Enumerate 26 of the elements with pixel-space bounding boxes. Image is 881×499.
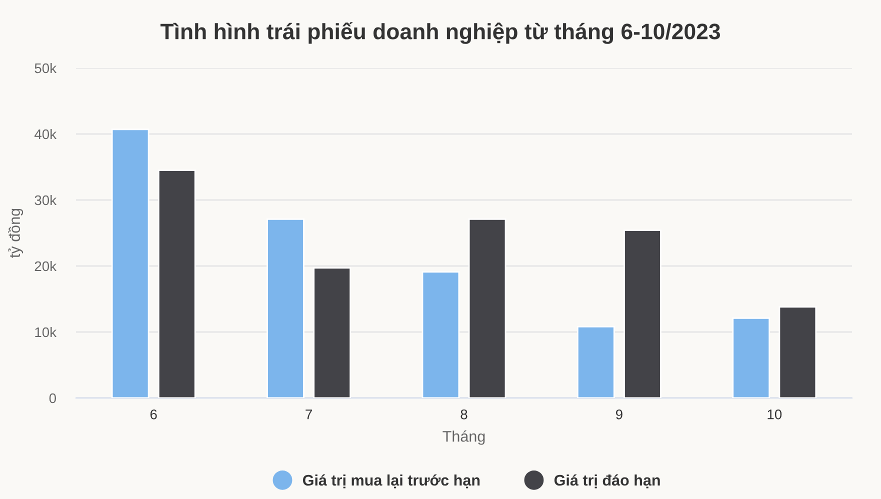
bar xyxy=(111,128,150,398)
y-tick-label: 0 xyxy=(49,393,56,404)
bar xyxy=(778,306,817,398)
bar xyxy=(158,170,196,398)
y-tick-label: 20k xyxy=(34,260,57,272)
x-tick-label: 6 xyxy=(150,409,157,420)
x-tick-label: 8 xyxy=(460,409,468,420)
legend-label: Giá trị đáo hạn xyxy=(554,474,660,488)
y-tick-label: 40k xyxy=(34,128,57,140)
y-tick-label: 30k xyxy=(34,194,57,206)
bar xyxy=(266,218,304,398)
legend-label: Giá trị mua lại trước hạn xyxy=(302,474,480,488)
x-tick-label: 9 xyxy=(616,409,622,420)
bar xyxy=(468,218,506,398)
x-tick-label: 10 xyxy=(768,409,782,420)
x-tick-label: 7 xyxy=(306,410,312,420)
y-tick-label: 50k xyxy=(34,62,57,74)
y-axis-title: tỷ đồng xyxy=(8,208,24,258)
chart-title: Tình hình trái phiếu doanh nghiệp từ tháng 6-10/2023 xyxy=(160,22,720,44)
bar xyxy=(313,267,352,398)
bar xyxy=(732,317,770,398)
y-tick-label: 10k xyxy=(35,326,57,338)
x-axis-title: Tháng xyxy=(442,430,485,445)
bar xyxy=(422,271,460,398)
bar xyxy=(576,326,615,398)
bar xyxy=(624,230,662,398)
